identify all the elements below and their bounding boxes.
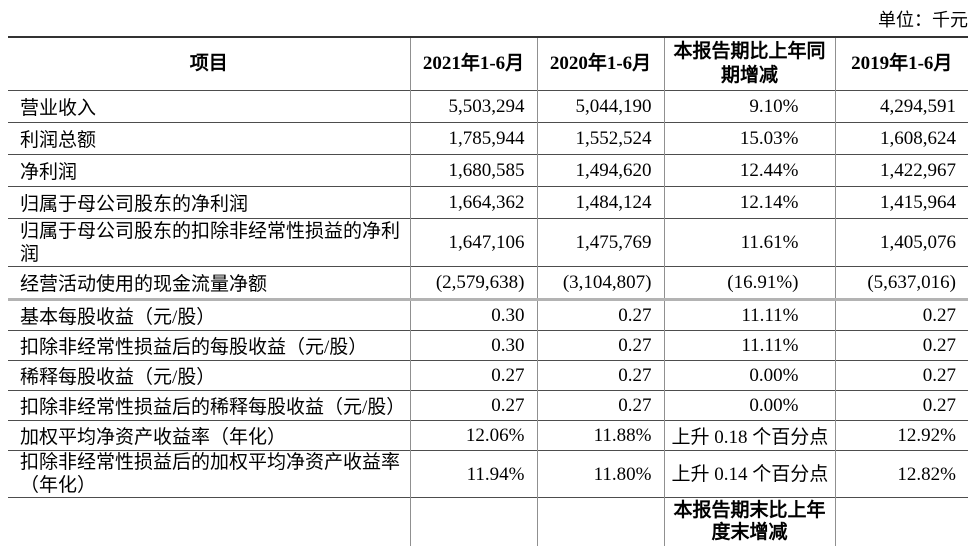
value-2019-cell: 1,415,964 bbox=[835, 187, 968, 219]
table-row: 稀释每股收益（元/股） 0.27 0.27 0.00% 0.27 bbox=[8, 361, 968, 391]
value-2021-cell: 1,647,106 bbox=[410, 219, 537, 267]
value-2019-cell: 1,608,624 bbox=[835, 123, 968, 155]
value-change-cell: 9.10% bbox=[664, 91, 835, 123]
value-2020-cell: 0.27 bbox=[537, 391, 664, 421]
table-row: 扣除非经常性损益后的加权平均净资产收益率（年化） 11.94% 11.80% 上… bbox=[8, 451, 968, 498]
header-item: 项目 bbox=[8, 37, 410, 91]
item-cell: 扣除非经常性损益后的每股收益（元/股） bbox=[8, 331, 410, 361]
value-change-cell: 12.14% bbox=[664, 187, 835, 219]
item-cell: 归属于母公司股东的净利润 bbox=[8, 187, 410, 219]
value-2020-cell: 11.88% bbox=[537, 421, 664, 451]
value-2019-cell: 0.27 bbox=[835, 300, 968, 331]
value-change-cell: 15.03% bbox=[664, 123, 835, 155]
value-change-cell: 12.44% bbox=[664, 155, 835, 187]
header-2021: 2021年1-6月 bbox=[410, 37, 537, 91]
table-row: 归属于母公司股东的净利润 1,664,362 1,484,124 12.14% … bbox=[8, 187, 968, 219]
next-table-header-row: 本报告期末比上年度末增减 bbox=[8, 498, 968, 546]
value-2021-cell: 0.30 bbox=[410, 300, 537, 331]
header-2019: 2019年1-6月 bbox=[835, 37, 968, 91]
value-2020-cell: 0.27 bbox=[537, 331, 664, 361]
table-row: 归属于母公司股东的扣除非经常性损益的净利润 1,647,106 1,475,76… bbox=[8, 219, 968, 267]
partial-2019-cell bbox=[835, 498, 968, 546]
item-cell: 营业收入 bbox=[8, 91, 410, 123]
value-2020-cell: 1,484,124 bbox=[537, 187, 664, 219]
value-2020-cell: 5,044,190 bbox=[537, 91, 664, 123]
header-change-line1: 本报告期比上年同 bbox=[665, 40, 835, 64]
value-change-cell: 0.00% bbox=[664, 391, 835, 421]
value-2019-cell: (5,637,016) bbox=[835, 267, 968, 300]
value-2019-cell: 12.82% bbox=[835, 451, 968, 498]
value-2019-cell: 1,405,076 bbox=[835, 219, 968, 267]
value-2021-cell: 1,680,585 bbox=[410, 155, 537, 187]
value-2021-cell: 11.94% bbox=[410, 451, 537, 498]
partial-2020-cell bbox=[537, 498, 664, 546]
item-cell: 加权平均净资产收益率（年化） bbox=[8, 421, 410, 451]
item-cell: 归属于母公司股东的扣除非经常性损益的净利润 bbox=[8, 219, 410, 267]
item-cell: 基本每股收益（元/股） bbox=[8, 300, 410, 331]
table-row: 基本每股收益（元/股） 0.30 0.27 11.11% 0.27 bbox=[8, 300, 968, 331]
table-row: 经营活动使用的现金流量净额 (2,579,638) (3,104,807) (1… bbox=[8, 267, 968, 300]
value-2020-cell: 1,552,524 bbox=[537, 123, 664, 155]
value-2021-cell: 1,664,362 bbox=[410, 187, 537, 219]
header-2020: 2020年1-6月 bbox=[537, 37, 664, 91]
table-row: 净利润 1,680,585 1,494,620 12.44% 1,422,967 bbox=[8, 155, 968, 187]
value-2021-cell: 0.27 bbox=[410, 391, 537, 421]
value-2020-cell: 1,494,620 bbox=[537, 155, 664, 187]
value-2020-cell: 11.80% bbox=[537, 451, 664, 498]
header-change-line2: 期增减 bbox=[665, 64, 835, 88]
financial-summary-table: 项目 2021年1-6月 2020年1-6月 本报告期比上年同 期增减 2019… bbox=[8, 36, 968, 546]
value-change-cell: 11.11% bbox=[664, 300, 835, 331]
value-change-cell: 上升 0.14 个百分点 bbox=[664, 451, 835, 498]
item-cell: 净利润 bbox=[8, 155, 410, 187]
value-change-cell: 0.00% bbox=[664, 361, 835, 391]
table-header: 项目 2021年1-6月 2020年1-6月 本报告期比上年同 期增减 2019… bbox=[8, 37, 968, 91]
value-change-cell: 上升 0.18 个百分点 bbox=[664, 421, 835, 451]
item-cell: 扣除非经常性损益后的稀释每股收益（元/股） bbox=[8, 391, 410, 421]
item-cell: 利润总额 bbox=[8, 123, 410, 155]
value-change-cell: (16.91%) bbox=[664, 267, 835, 300]
value-change-cell: 11.61% bbox=[664, 219, 835, 267]
unit-label: 单位：千元 bbox=[8, 8, 968, 36]
value-2019-cell: 12.92% bbox=[835, 421, 968, 451]
value-2020-cell: 1,475,769 bbox=[537, 219, 664, 267]
table-row: 加权平均净资产收益率（年化） 12.06% 11.88% 上升 0.18 个百分… bbox=[8, 421, 968, 451]
value-2021-cell: 12.06% bbox=[410, 421, 537, 451]
value-2021-cell: 0.27 bbox=[410, 361, 537, 391]
table-row: 利润总额 1,785,944 1,552,524 15.03% 1,608,62… bbox=[8, 123, 968, 155]
partial-change-cell: 本报告期末比上年度末增减 bbox=[664, 498, 835, 546]
partial-2021-cell bbox=[410, 498, 537, 546]
item-cell: 扣除非经常性损益后的加权平均净资产收益率（年化） bbox=[8, 451, 410, 498]
header-row: 项目 2021年1-6月 2020年1-6月 本报告期比上年同 期增减 2019… bbox=[8, 37, 968, 91]
value-2019-cell: 0.27 bbox=[835, 391, 968, 421]
value-2019-cell: 0.27 bbox=[835, 331, 968, 361]
value-2020-cell: 0.27 bbox=[537, 361, 664, 391]
header-change: 本报告期比上年同 期增减 bbox=[664, 37, 835, 91]
value-2021-cell: (2,579,638) bbox=[410, 267, 537, 300]
value-2020-cell: (3,104,807) bbox=[537, 267, 664, 300]
table-body: 营业收入 5,503,294 5,044,190 9.10% 4,294,591… bbox=[8, 91, 968, 498]
value-2019-cell: 4,294,591 bbox=[835, 91, 968, 123]
partial-item-cell bbox=[8, 498, 410, 546]
value-2021-cell: 0.30 bbox=[410, 331, 537, 361]
item-cell: 稀释每股收益（元/股） bbox=[8, 361, 410, 391]
value-change-cell: 11.11% bbox=[664, 331, 835, 361]
value-2019-cell: 0.27 bbox=[835, 361, 968, 391]
table-row: 扣除非经常性损益后的稀释每股收益（元/股） 0.27 0.27 0.00% 0.… bbox=[8, 391, 968, 421]
value-2019-cell: 1,422,967 bbox=[835, 155, 968, 187]
table-row: 营业收入 5,503,294 5,044,190 9.10% 4,294,591 bbox=[8, 91, 968, 123]
next-table-partial: 本报告期末比上年度末增减 bbox=[8, 498, 968, 546]
table-row: 扣除非经常性损益后的每股收益（元/股） 0.30 0.27 11.11% 0.2… bbox=[8, 331, 968, 361]
value-2021-cell: 1,785,944 bbox=[410, 123, 537, 155]
value-2021-cell: 5,503,294 bbox=[410, 91, 537, 123]
item-cell: 经营活动使用的现金流量净额 bbox=[8, 267, 410, 300]
value-2020-cell: 0.27 bbox=[537, 300, 664, 331]
